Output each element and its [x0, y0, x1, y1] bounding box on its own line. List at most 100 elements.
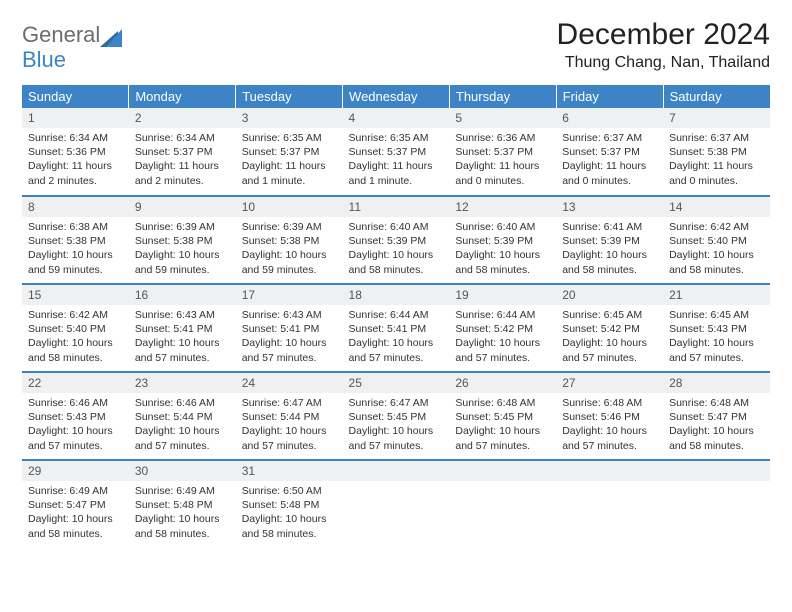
sunset-text: Sunset: 5:41 PM: [349, 322, 444, 336]
day-number-empty: [556, 461, 663, 481]
day-body: Sunrise: 6:45 AMSunset: 5:42 PMDaylight:…: [556, 305, 663, 371]
daylight-text: Daylight: 10 hours and 58 minutes.: [562, 248, 657, 276]
sunrise-text: Sunrise: 6:42 AM: [28, 308, 123, 322]
calendar-day-cell: 23Sunrise: 6:46 AMSunset: 5:44 PMDayligh…: [129, 372, 236, 460]
sunset-text: Sunset: 5:47 PM: [669, 410, 764, 424]
calendar-day-cell: 28Sunrise: 6:48 AMSunset: 5:47 PMDayligh…: [663, 372, 770, 460]
day-number: 3: [236, 108, 343, 128]
calendar-day-cell: 4Sunrise: 6:35 AMSunset: 5:37 PMDaylight…: [343, 108, 450, 196]
calendar-day-cell: 3Sunrise: 6:35 AMSunset: 5:37 PMDaylight…: [236, 108, 343, 196]
day-body: Sunrise: 6:48 AMSunset: 5:46 PMDaylight:…: [556, 393, 663, 459]
calendar-day-cell: 22Sunrise: 6:46 AMSunset: 5:43 PMDayligh…: [22, 372, 129, 460]
day-body: Sunrise: 6:42 AMSunset: 5:40 PMDaylight:…: [663, 217, 770, 283]
sunset-text: Sunset: 5:39 PM: [455, 234, 550, 248]
day-number: 20: [556, 285, 663, 305]
calendar-day-cell: 6Sunrise: 6:37 AMSunset: 5:37 PMDaylight…: [556, 108, 663, 196]
daylight-text: Daylight: 10 hours and 58 minutes.: [349, 248, 444, 276]
sunset-text: Sunset: 5:43 PM: [28, 410, 123, 424]
weekday-header-row: Sunday Monday Tuesday Wednesday Thursday…: [22, 85, 770, 108]
calendar-day-cell: 17Sunrise: 6:43 AMSunset: 5:41 PMDayligh…: [236, 284, 343, 372]
sunrise-text: Sunrise: 6:42 AM: [669, 220, 764, 234]
calendar-day-cell: 15Sunrise: 6:42 AMSunset: 5:40 PMDayligh…: [22, 284, 129, 372]
day-number: 21: [663, 285, 770, 305]
daylight-text: Daylight: 10 hours and 58 minutes.: [242, 512, 337, 540]
sunset-text: Sunset: 5:38 PM: [28, 234, 123, 248]
calendar-day-cell: 26Sunrise: 6:48 AMSunset: 5:45 PMDayligh…: [449, 372, 556, 460]
day-body: Sunrise: 6:35 AMSunset: 5:37 PMDaylight:…: [236, 128, 343, 194]
day-body: Sunrise: 6:38 AMSunset: 5:38 PMDaylight:…: [22, 217, 129, 283]
day-number: 26: [449, 373, 556, 393]
day-body: Sunrise: 6:45 AMSunset: 5:43 PMDaylight:…: [663, 305, 770, 371]
daylight-text: Daylight: 10 hours and 58 minutes.: [28, 336, 123, 364]
day-number: 16: [129, 285, 236, 305]
daylight-text: Daylight: 11 hours and 2 minutes.: [135, 159, 230, 187]
brand-name-gray: General: [22, 22, 100, 47]
daylight-text: Daylight: 10 hours and 59 minutes.: [135, 248, 230, 276]
daylight-text: Daylight: 10 hours and 57 minutes.: [28, 424, 123, 452]
day-number: 18: [343, 285, 450, 305]
daylight-text: Daylight: 10 hours and 57 minutes.: [455, 424, 550, 452]
sunset-text: Sunset: 5:39 PM: [349, 234, 444, 248]
day-number: 27: [556, 373, 663, 393]
calendar-day-cell: 18Sunrise: 6:44 AMSunset: 5:41 PMDayligh…: [343, 284, 450, 372]
day-body: Sunrise: 6:39 AMSunset: 5:38 PMDaylight:…: [129, 217, 236, 283]
sunrise-text: Sunrise: 6:48 AM: [669, 396, 764, 410]
day-number: 22: [22, 373, 129, 393]
day-body: Sunrise: 6:41 AMSunset: 5:39 PMDaylight:…: [556, 217, 663, 283]
calendar-day-cell: 31Sunrise: 6:50 AMSunset: 5:48 PMDayligh…: [236, 460, 343, 548]
daylight-text: Daylight: 11 hours and 0 minutes.: [562, 159, 657, 187]
sunrise-text: Sunrise: 6:40 AM: [455, 220, 550, 234]
sunset-text: Sunset: 5:48 PM: [242, 498, 337, 512]
daylight-text: Daylight: 10 hours and 57 minutes.: [562, 336, 657, 364]
sunset-text: Sunset: 5:40 PM: [669, 234, 764, 248]
daylight-text: Daylight: 10 hours and 58 minutes.: [669, 424, 764, 452]
sunrise-text: Sunrise: 6:44 AM: [455, 308, 550, 322]
day-number: 31: [236, 461, 343, 481]
weekday-header: Friday: [556, 85, 663, 108]
weekday-header: Sunday: [22, 85, 129, 108]
sunrise-text: Sunrise: 6:47 AM: [242, 396, 337, 410]
daylight-text: Daylight: 10 hours and 57 minutes.: [135, 424, 230, 452]
calendar-day-cell: 25Sunrise: 6:47 AMSunset: 5:45 PMDayligh…: [343, 372, 450, 460]
daylight-text: Daylight: 11 hours and 2 minutes.: [28, 159, 123, 187]
brand-logo: General Blue: [22, 18, 122, 73]
sunset-text: Sunset: 5:37 PM: [455, 145, 550, 159]
day-number: 9: [129, 197, 236, 217]
sunrise-text: Sunrise: 6:43 AM: [135, 308, 230, 322]
day-body: Sunrise: 6:46 AMSunset: 5:43 PMDaylight:…: [22, 393, 129, 459]
calendar-day-cell: 27Sunrise: 6:48 AMSunset: 5:46 PMDayligh…: [556, 372, 663, 460]
calendar-day-cell: 20Sunrise: 6:45 AMSunset: 5:42 PMDayligh…: [556, 284, 663, 372]
daylight-text: Daylight: 10 hours and 57 minutes.: [669, 336, 764, 364]
day-body: Sunrise: 6:34 AMSunset: 5:37 PMDaylight:…: [129, 128, 236, 194]
calendar-day-cell: 10Sunrise: 6:39 AMSunset: 5:38 PMDayligh…: [236, 196, 343, 284]
sunrise-text: Sunrise: 6:49 AM: [135, 484, 230, 498]
calendar-day-cell: 12Sunrise: 6:40 AMSunset: 5:39 PMDayligh…: [449, 196, 556, 284]
day-body: Sunrise: 6:46 AMSunset: 5:44 PMDaylight:…: [129, 393, 236, 459]
sunrise-text: Sunrise: 6:45 AM: [562, 308, 657, 322]
day-number: 15: [22, 285, 129, 305]
day-number: 11: [343, 197, 450, 217]
sunrise-text: Sunrise: 6:35 AM: [349, 131, 444, 145]
calendar-day-cell: [343, 460, 450, 548]
calendar-week-row: 15Sunrise: 6:42 AMSunset: 5:40 PMDayligh…: [22, 284, 770, 372]
day-number: 7: [663, 108, 770, 128]
daylight-text: Daylight: 11 hours and 0 minutes.: [455, 159, 550, 187]
location-text: Thung Chang, Nan, Thailand: [557, 54, 770, 72]
sunrise-text: Sunrise: 6:36 AM: [455, 131, 550, 145]
daylight-text: Daylight: 11 hours and 1 minute.: [242, 159, 337, 187]
sunset-text: Sunset: 5:42 PM: [562, 322, 657, 336]
calendar-day-cell: 5Sunrise: 6:36 AMSunset: 5:37 PMDaylight…: [449, 108, 556, 196]
logo-sail-icon: [100, 29, 122, 47]
sunset-text: Sunset: 5:44 PM: [135, 410, 230, 424]
daylight-text: Daylight: 10 hours and 57 minutes.: [562, 424, 657, 452]
sunrise-text: Sunrise: 6:40 AM: [349, 220, 444, 234]
calendar-day-cell: 11 Sunrise: 6:40 AMSunset: 5:39 PMDayligh…: [343, 196, 450, 284]
daylight-text: Daylight: 10 hours and 57 minutes.: [349, 424, 444, 452]
sunrise-text: Sunrise: 6:39 AM: [135, 220, 230, 234]
sunrise-text: Sunrise: 6:46 AM: [28, 396, 123, 410]
day-body: Sunrise: 6:36 AMSunset: 5:37 PMDaylight:…: [449, 128, 556, 194]
day-body: Sunrise: 6:47 AMSunset: 5:45 PMDaylight:…: [343, 393, 450, 459]
day-body: Sunrise: 6:42 AMSunset: 5:40 PMDaylight:…: [22, 305, 129, 371]
daylight-text: Daylight: 11 hours and 1 minute.: [349, 159, 444, 187]
sunrise-text: Sunrise: 6:37 AM: [669, 131, 764, 145]
